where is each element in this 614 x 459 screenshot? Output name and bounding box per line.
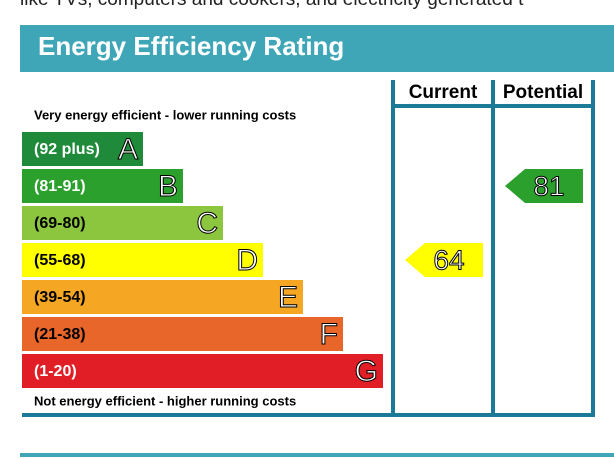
header-potential: Potential bbox=[503, 82, 583, 103]
band-letter: C bbox=[196, 207, 218, 240]
band-range: (55-68) bbox=[34, 252, 86, 269]
band-range: (1-20) bbox=[34, 363, 77, 380]
bottom-bar bbox=[20, 453, 614, 457]
band-bar bbox=[22, 206, 223, 240]
band-range: (92 plus) bbox=[34, 141, 100, 158]
header-current: Current bbox=[409, 82, 478, 103]
band-bar bbox=[22, 169, 183, 203]
potential-value: 81 bbox=[533, 170, 564, 201]
current-arrow bbox=[405, 243, 483, 277]
title: Energy Efficiency Rating bbox=[38, 31, 344, 61]
title-bar bbox=[20, 25, 614, 72]
band-bar bbox=[22, 354, 383, 388]
band-bar bbox=[22, 317, 343, 351]
band-letter: G bbox=[355, 355, 378, 388]
band-bar bbox=[22, 243, 263, 277]
band-letter: A bbox=[118, 133, 138, 166]
band-range: (21-38) bbox=[34, 326, 86, 343]
potential-arrow bbox=[505, 169, 583, 203]
top-text: like TVs, computers and cookers, and ele… bbox=[20, 0, 524, 10]
band-letter: D bbox=[236, 244, 258, 277]
band-range: (81-91) bbox=[34, 178, 86, 195]
band-letter: E bbox=[278, 281, 298, 314]
current-value: 64 bbox=[433, 244, 464, 275]
band-letter: F bbox=[320, 318, 338, 351]
band-bar bbox=[22, 132, 143, 166]
bottom-label: Not energy efficient - higher running co… bbox=[34, 393, 296, 408]
frame bbox=[22, 80, 595, 417]
band-letter: B bbox=[158, 170, 178, 203]
band-bar bbox=[22, 280, 303, 314]
top-label: Very energy efficient - lower running co… bbox=[34, 107, 296, 122]
band-range: (39-54) bbox=[34, 289, 86, 306]
band-range: (69-80) bbox=[34, 215, 86, 232]
